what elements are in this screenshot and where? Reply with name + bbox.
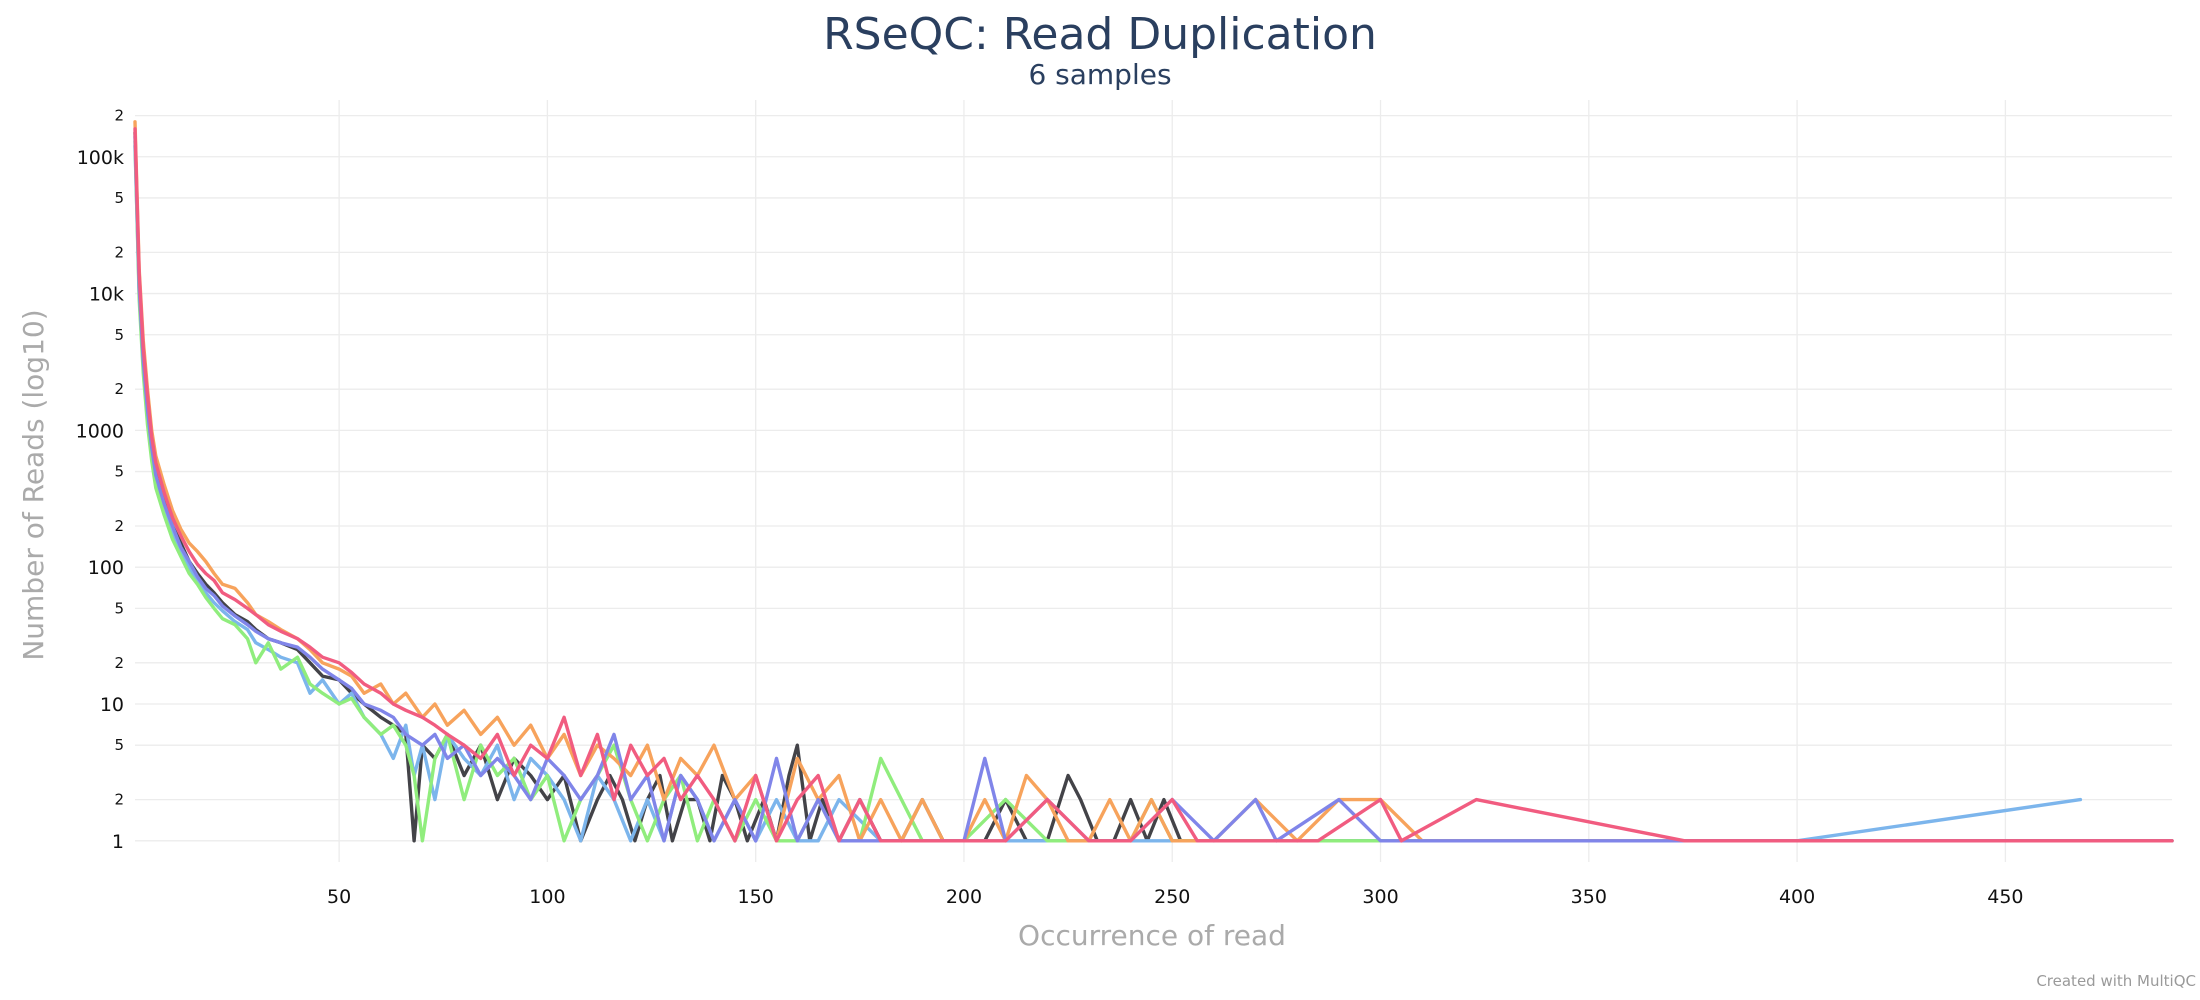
chart-subtitle: 6 samples <box>1028 58 1171 91</box>
series-line-2 <box>133 144 2083 843</box>
y-tick-label: 1 <box>112 831 124 853</box>
y-minor-tick-label: 5 <box>114 599 124 617</box>
x-tick-label: 300 <box>1362 886 1398 908</box>
y-minor-tick-label: 5 <box>114 326 124 344</box>
series-line-5 <box>133 135 2174 843</box>
y-minor-tick-label: 5 <box>114 463 124 481</box>
y-axis: 1 10 100 1000 10k 100k 2 5 2 5 2 5 2 5 2 5 2 <box>76 107 124 853</box>
series-line-3 <box>133 139 2174 843</box>
y-minor-tick-label: 5 <box>114 189 124 207</box>
y-minor-tick-label: 2 <box>114 107 124 125</box>
credit-text: Created with MultiQC <box>2036 972 2196 990</box>
y-minor-tick-label: 2 <box>114 791 124 809</box>
grid <box>135 100 2172 862</box>
y-minor-tick-label: 2 <box>114 380 124 398</box>
y-minor-tick-label: 2 <box>114 243 124 261</box>
y-tick-label: 10k <box>89 284 124 306</box>
x-axis-title: Occurrence of read <box>1018 919 1286 952</box>
series-line-1 <box>133 130 2174 843</box>
y-tick-label: 100 <box>88 557 124 579</box>
chart-title: RSeQC: Read Duplication <box>823 9 1377 60</box>
x-tick-label: 200 <box>946 886 982 908</box>
y-minor-tick-label: 2 <box>114 654 124 672</box>
x-tick-label: 450 <box>1987 886 2023 908</box>
x-tick-label: 100 <box>529 886 565 908</box>
x-tick-label: 350 <box>1571 886 1607 908</box>
series-line-6 <box>133 127 2174 843</box>
x-tick-label: 150 <box>738 886 774 908</box>
series-line-4 <box>133 120 2174 843</box>
x-tick-label: 400 <box>1779 886 1815 908</box>
y-axis-title: Number of Reads (log10) <box>17 309 50 660</box>
x-axis: 50 100 150 200 250 300 350 400 450 <box>327 886 2023 908</box>
plot-area <box>133 120 2174 843</box>
x-tick-label: 50 <box>327 886 351 908</box>
y-tick-label: 1000 <box>76 420 124 442</box>
y-tick-label: 100k <box>77 147 124 169</box>
y-minor-tick-label: 2 <box>114 517 124 535</box>
y-tick-label: 10 <box>100 694 124 716</box>
y-minor-tick-label: 5 <box>114 736 124 754</box>
x-tick-label: 250 <box>1154 886 1190 908</box>
